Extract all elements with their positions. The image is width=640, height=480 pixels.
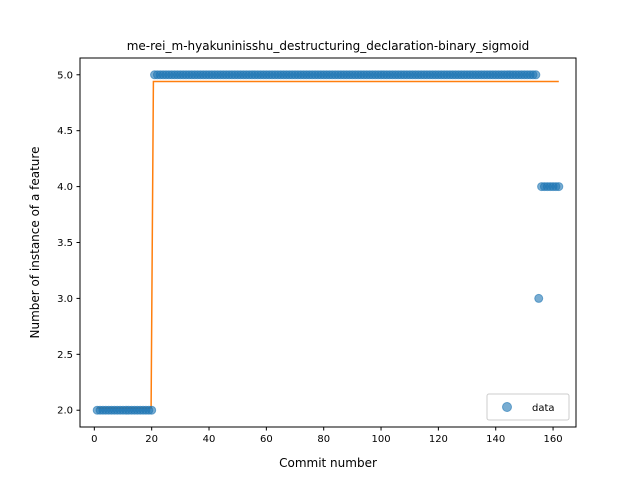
- x-tick-label: 100: [371, 434, 390, 445]
- y-tick-label: 4.5: [57, 126, 73, 137]
- data-point: [554, 182, 564, 192]
- x-axis-label: Commit number: [279, 456, 377, 470]
- legend-box: [486, 393, 570, 421]
- data-point: [147, 405, 157, 415]
- data-points-layer: [92, 70, 564, 415]
- y-tick-label: 4.0: [57, 182, 73, 193]
- x-tick-label: 120: [429, 434, 448, 445]
- y-tick-label: 3.0: [57, 294, 73, 305]
- x-tick-label: 160: [544, 434, 563, 445]
- x-tick-label: 40: [203, 434, 216, 445]
- chart-title: me-rei_m-hyakuninisshu_destructuring_dec…: [127, 39, 530, 53]
- y-axis-ticks: 2.0 2.5 3.0 3.5 4.0 4.5 5.0: [57, 70, 80, 417]
- plot-frame: [79, 57, 577, 428]
- x-axis-ticks: 0 20 40 60 80 100 120 140 160: [91, 427, 563, 445]
- legend: data: [486, 393, 570, 421]
- x-tick-label: 80: [317, 434, 330, 445]
- x-tick-label: 140: [486, 434, 505, 445]
- y-tick-label: 2.0: [57, 406, 73, 417]
- x-tick-label: 60: [260, 434, 273, 445]
- data-point: [531, 70, 541, 80]
- fit-line: [97, 80, 559, 409]
- y-tick-label: 3.5: [57, 238, 73, 249]
- legend-marker-data: [502, 402, 512, 412]
- y-axis-label: Number of instance of a feature: [28, 147, 42, 339]
- fit-line-layer: [97, 80, 559, 409]
- y-tick-label: 2.5: [57, 350, 73, 361]
- y-tick-label: 5.0: [57, 70, 73, 81]
- legend-label-data: data: [532, 403, 555, 414]
- x-tick-label: 0: [91, 434, 97, 445]
- data-point: [534, 293, 544, 303]
- x-tick-label: 20: [145, 434, 158, 445]
